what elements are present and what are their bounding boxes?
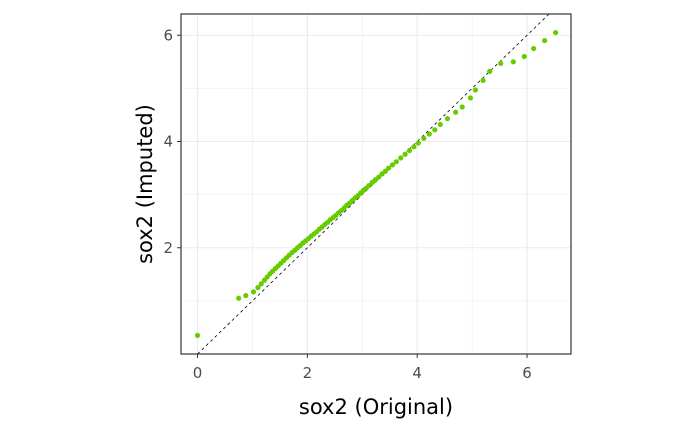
data-point (487, 68, 493, 74)
data-point (258, 281, 264, 287)
y-axis-title: sox2 (Imputed) (133, 104, 157, 264)
data-point (402, 151, 408, 157)
data-point (366, 182, 372, 189)
x-tick-label: 2 (303, 364, 313, 382)
data-point (553, 29, 559, 36)
x-tick-label: 0 (193, 364, 203, 382)
data-point (472, 87, 479, 93)
data-point (444, 116, 451, 122)
y-tick-label: 4 (163, 133, 173, 151)
grid-lines (181, 14, 571, 354)
data-point (382, 168, 388, 174)
data-point (236, 295, 242, 301)
data-point (459, 104, 465, 110)
data-point (411, 144, 417, 150)
data-point (250, 289, 257, 295)
y-tick-label: 6 (163, 26, 173, 44)
data-point (437, 121, 443, 128)
data-point (453, 109, 459, 115)
data-point (386, 165, 392, 171)
y-axis-ticks: 2 4 6 (163, 26, 181, 257)
data-point (406, 147, 413, 154)
plot-border (180, 13, 572, 355)
plot-panel (181, 14, 571, 354)
x-axis-ticks: 0 2 4 6 (193, 354, 532, 382)
data-point (421, 135, 427, 141)
data-point (542, 37, 548, 44)
data-points (194, 29, 559, 339)
data-point (243, 292, 249, 299)
data-point (467, 95, 474, 101)
x-axis-title: sox2 (Original) (299, 395, 453, 419)
y-tick-label: 2 (163, 239, 173, 257)
data-point (194, 332, 201, 339)
data-point (531, 45, 537, 52)
data-point (498, 60, 504, 67)
x-tick-label: 6 (522, 364, 532, 382)
data-point (510, 59, 516, 65)
data-point (480, 77, 486, 84)
data-point (398, 155, 404, 161)
data-point (432, 127, 438, 133)
data-point (521, 53, 527, 60)
data-point (415, 140, 421, 146)
data-point (376, 174, 382, 180)
data-point (255, 284, 261, 291)
data-point (426, 131, 432, 137)
data-point (389, 162, 396, 168)
data-point (393, 159, 399, 165)
x-tick-label: 4 (412, 364, 422, 382)
